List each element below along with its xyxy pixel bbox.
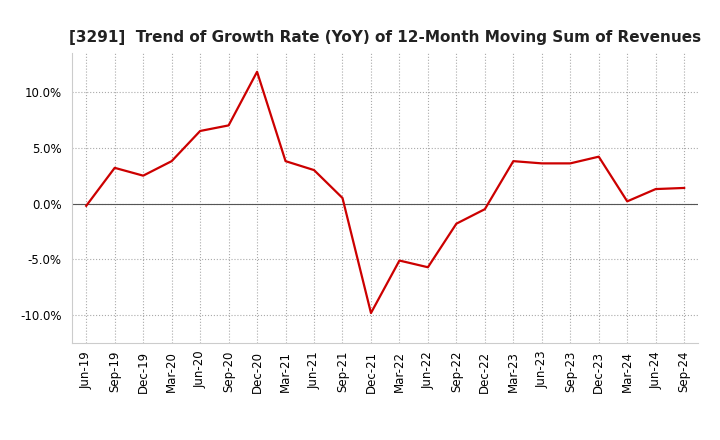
Title: [3291]  Trend of Growth Rate (YoY) of 12-Month Moving Sum of Revenues: [3291] Trend of Growth Rate (YoY) of 12-… — [69, 29, 701, 45]
